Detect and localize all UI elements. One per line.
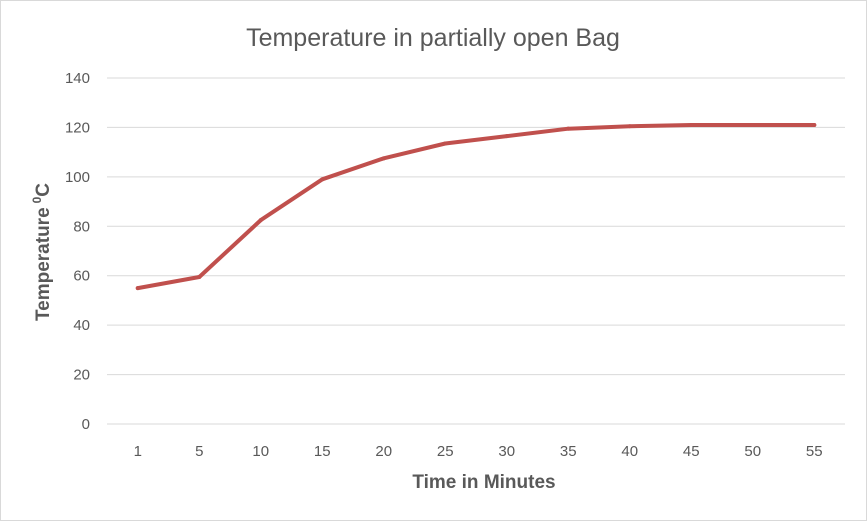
series-group [135,122,817,291]
x-tick-label: 50 [744,443,761,460]
y-tick-label: 40 [73,317,90,334]
chart-title: Temperature in partially open Bag [246,24,620,52]
x-tick-label: 55 [806,443,823,460]
y-axis-title-unit: C [33,183,54,197]
data-point [750,122,755,127]
series-line-0 [135,123,817,291]
x-tick-label: 15 [314,443,331,460]
y-tick-label: 100 [65,169,90,186]
y-axis-title: Temperature 0C [30,183,54,321]
x-tick-label: 1 [134,443,142,460]
data-point [812,122,817,127]
x-tick-label: 25 [437,443,454,460]
data-point [381,156,386,161]
y-tick-label: 80 [73,218,90,235]
y-tick-label: 20 [73,367,90,384]
y-tick-label: 140 [65,70,90,87]
x-tick-label: 30 [498,443,515,460]
y-axis-title-sup: 0 [30,196,44,203]
data-point [689,122,694,127]
gridlines [107,77,845,425]
data-point [504,134,509,139]
data-point [135,286,140,291]
x-tick-label: 20 [375,443,392,460]
x-tick-label: 45 [683,443,700,460]
x-axis-ticks: 1 5 10 15 20 25 30 35 40 45 50 55 [134,443,823,460]
data-point [320,177,325,182]
data-point [443,141,448,146]
data-point [566,126,571,131]
data-point [258,218,263,223]
x-axis-title: Time in Minutes [412,472,555,493]
y-tick-label: 0 [82,416,90,433]
y-axis-ticks: 0 20 40 60 80 100 120 140 [65,70,90,433]
data-point [197,274,202,279]
x-tick-label: 35 [560,443,577,460]
y-tick-label: 60 [73,268,90,285]
data-point [627,124,632,129]
x-tick-label: 40 [621,443,638,460]
x-tick-label: 5 [195,443,203,460]
y-tick-label: 120 [65,119,90,136]
y-axis-title-main: Temperature [33,207,54,321]
x-tick-label: 10 [252,443,269,460]
